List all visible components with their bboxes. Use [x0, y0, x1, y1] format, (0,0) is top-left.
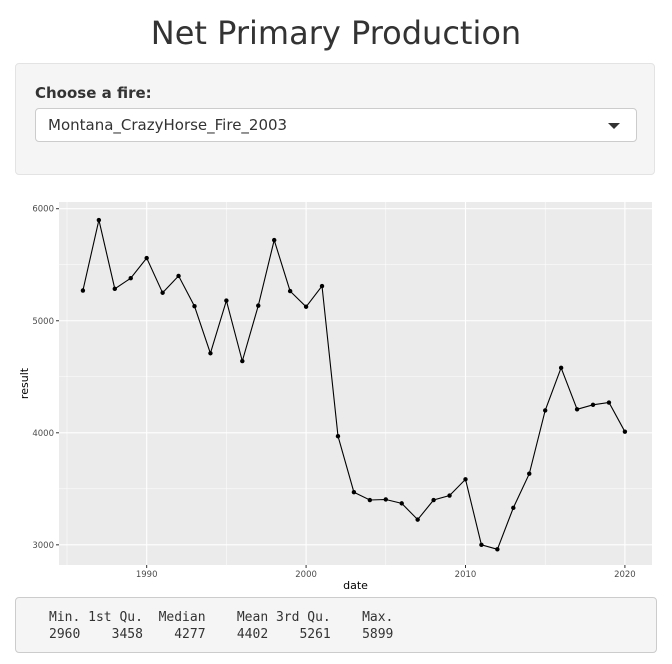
x-axis-title: date: [343, 579, 368, 592]
data-point: [367, 497, 373, 503]
data-point: [192, 303, 197, 309]
plot-panel: [59, 202, 652, 565]
summary-values: 2960 3458 4277 4402 5261 5899: [49, 627, 394, 642]
summary-output: Min. 1st Qu. Median Mean 3rd Qu. Max. 29…: [15, 597, 657, 653]
chevron-down-icon[interactable]: [608, 123, 620, 129]
data-point: [479, 542, 484, 548]
data-point: [399, 501, 404, 506]
data-point: [574, 407, 580, 412]
data-point: [128, 275, 133, 281]
data-point: [272, 237, 277, 243]
data-point: [256, 303, 261, 308]
x-tick-label: 2010: [455, 570, 477, 580]
data-point: [176, 273, 181, 279]
fire-select[interactable]: Montana_CrazyHorse_Fire_2003: [35, 108, 637, 142]
fire-selector-panel: Choose a fire: Montana_CrazyHorse_Fire_2…: [15, 63, 655, 175]
data-point: [319, 283, 325, 289]
data-point: [240, 358, 245, 364]
x-tick-label: 1990: [136, 570, 158, 580]
data-point: [542, 408, 548, 413]
data-point: [447, 493, 452, 498]
y-tick-label: 5000: [32, 317, 54, 327]
y-tick-label: 3000: [32, 541, 54, 551]
data-point: [606, 400, 612, 405]
data-point: [622, 429, 628, 434]
summary-header: Min. 1st Qu. Median Mean 3rd Qu. Max.: [49, 610, 394, 625]
npp-line-chart: 1990 2000 2010 2020 3000 4000 5000 6000 date resu…: [18, 202, 652, 592]
data-point: [96, 217, 102, 223]
data-point: [208, 351, 213, 356]
data-point: [495, 547, 500, 552]
x-tick-label: 2000: [295, 570, 317, 580]
y-axis-title: result: [18, 367, 31, 399]
x-tick-label: 2020: [614, 570, 636, 580]
data-point: [351, 489, 357, 495]
data-point: [558, 365, 564, 371]
fire-selector-label: Choose a fire:: [35, 84, 152, 102]
data-point: [303, 304, 309, 309]
data-point: [511, 505, 516, 511]
data-point: [415, 517, 420, 522]
data-point: [224, 298, 229, 303]
data-point: [590, 402, 596, 407]
y-tick-label: 6000: [32, 205, 54, 215]
data-point: [287, 288, 293, 294]
data-point: [160, 290, 165, 295]
fire-select-value: Montana_CrazyHorse_Fire_2003: [48, 116, 288, 134]
data-point: [112, 286, 117, 292]
data-point: [144, 255, 149, 261]
data-point: [527, 471, 532, 476]
data-point: [335, 433, 341, 439]
data-point: [80, 288, 86, 293]
data-point: [463, 477, 468, 482]
y-tick-label: 4000: [32, 429, 54, 439]
data-point: [431, 497, 436, 503]
page-title: Net Primary Production: [150, 14, 522, 52]
data-point: [383, 497, 388, 502]
